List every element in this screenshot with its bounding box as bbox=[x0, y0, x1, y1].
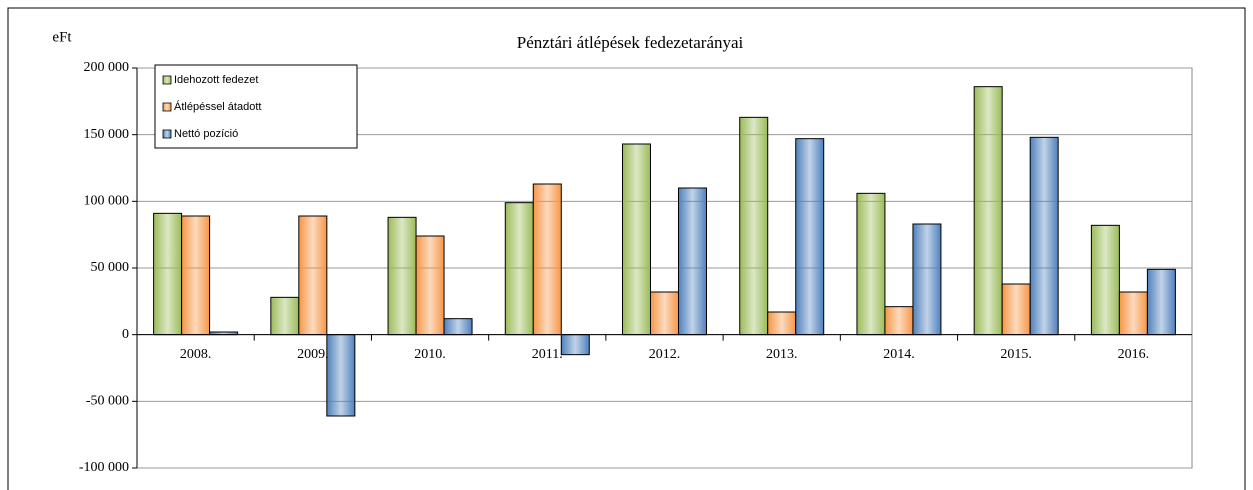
bar bbox=[856, 192, 886, 336]
x-tick-label: 2015. bbox=[1000, 347, 1032, 362]
bar bbox=[270, 296, 300, 336]
y-tick-label: 100 000 bbox=[84, 194, 130, 209]
legend-label: Átlépéssel átadott bbox=[174, 100, 261, 113]
x-tick-label: 2009. bbox=[297, 347, 329, 362]
y-tick-label: -50 000 bbox=[86, 394, 129, 409]
x-tick-label: 2008. bbox=[180, 347, 212, 362]
bar bbox=[387, 216, 417, 336]
legend-swatch bbox=[162, 75, 172, 85]
y-tick-label: 200 000 bbox=[84, 60, 130, 75]
x-tick-label: 2010. bbox=[414, 347, 446, 362]
y-tick-label: 0 bbox=[122, 327, 129, 342]
x-tick-label: 2011. bbox=[532, 347, 563, 362]
x-tick-label: 2013. bbox=[766, 347, 798, 362]
bar bbox=[504, 202, 534, 336]
bar bbox=[181, 215, 211, 336]
legend-box bbox=[154, 64, 358, 149]
y-tick-label: 50 000 bbox=[91, 260, 130, 275]
bar bbox=[532, 183, 562, 336]
y-tick-label: -100 000 bbox=[79, 460, 129, 475]
legend-label: Nettó pozíció bbox=[174, 128, 238, 140]
bar bbox=[153, 212, 183, 336]
bar bbox=[326, 334, 356, 417]
legend-swatch bbox=[162, 102, 172, 112]
bar bbox=[1118, 291, 1148, 336]
bar bbox=[678, 187, 707, 336]
bar bbox=[298, 215, 328, 336]
legend-swatch bbox=[162, 129, 172, 139]
legend-label: Idehozott fedezet bbox=[174, 74, 258, 86]
bar bbox=[767, 311, 797, 336]
bar bbox=[622, 143, 651, 336]
y-tick-label: 150 000 bbox=[84, 127, 130, 142]
bar bbox=[912, 223, 942, 336]
bar bbox=[739, 116, 769, 336]
x-tick-label: 2016. bbox=[1118, 347, 1150, 362]
bar bbox=[973, 86, 1003, 336]
x-tick-label: 2014. bbox=[883, 347, 915, 362]
bar bbox=[795, 138, 825, 336]
x-tick-label: 2012. bbox=[649, 347, 681, 362]
bar bbox=[443, 318, 473, 336]
chart-title: Pénztári átlépések fedezetarányai bbox=[517, 33, 744, 52]
bar bbox=[650, 291, 679, 336]
bar bbox=[1001, 283, 1031, 336]
bar bbox=[415, 235, 445, 336]
bar bbox=[884, 306, 914, 336]
y-axis-label: eFt bbox=[52, 29, 72, 45]
bar bbox=[1090, 224, 1120, 336]
bar bbox=[1029, 136, 1059, 336]
bar bbox=[560, 334, 590, 356]
bar bbox=[1146, 268, 1176, 336]
